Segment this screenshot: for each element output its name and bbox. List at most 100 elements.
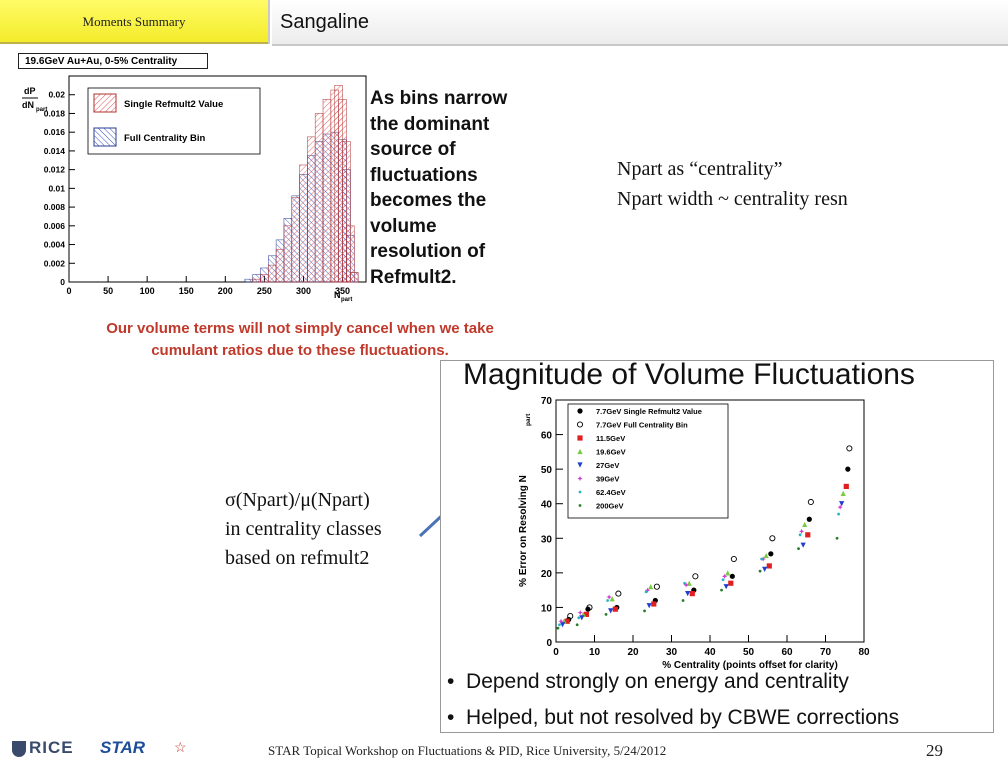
data-point [760,557,763,561]
histogram-bar [322,99,332,283]
y-tick-label: 0.01 [48,183,65,193]
legend-label: 200GeV [596,502,624,511]
data-point [768,551,774,557]
npart-line: Npart as “centrality” [617,158,783,180]
legend-marker [577,435,583,441]
x-axis-label: part [341,297,352,303]
data-point [612,606,618,612]
slide-title: Sangaline [280,11,369,33]
data-point [720,588,723,592]
bullet-item: • Depend strongly on energy and centrali… [447,670,849,694]
x-tick-label: 20 [627,647,639,658]
data-point [805,532,811,538]
bold-line: Refmult2. [370,266,457,288]
y-tick-label: 0.002 [44,258,66,268]
data-point [643,609,646,613]
data-point [837,504,843,510]
y-tick-label: 70 [541,396,553,407]
data-point [651,601,657,607]
data-point [728,580,734,586]
histogram-bar [291,197,300,283]
legend-marker [578,490,582,494]
section-tab-background [0,0,268,44]
data-point [721,578,725,582]
legend-swatch [93,93,117,113]
histogram-svg: 0 0.002 0.004 0.006 0.008 0.01 0.012 0.014 0.016… [22,75,367,303]
bold-line: resolution of [370,241,486,262]
legend-marker [577,475,583,482]
data-point [766,563,772,569]
data-point [769,535,776,542]
sigma-line: σ(Npart)/μ(Npart) [225,489,370,511]
y-tick-label: 0 [60,277,65,287]
legend-label: 39GeV [596,475,619,484]
bold-explanation: As bins narrow the dominant source of fl… [370,86,560,290]
bold-line: As bins narrow [370,88,508,109]
legend-marker [577,408,583,414]
x-tick-label: 350 [335,286,350,296]
data-point [604,612,608,616]
histogram-bar [299,164,308,283]
scatter-figure: 0 10 20 30 40 50 60 70 0 10 20 30 40 50 60 70 80 % Centra… [512,392,872,671]
bold-line: becomes the [370,190,487,211]
bullet-dot-icon: • [447,706,467,729]
data-point [837,512,840,516]
red-note-line: Our volume terms will not simply cancel … [106,320,494,337]
data-point [725,570,731,576]
x-tick-label: 200 [218,286,233,296]
rice-logo: RICE [12,738,74,758]
data-point [723,584,729,590]
bullet-text: Depend strongly on energy and centrality [466,670,849,693]
x-tick-label: 60 [781,647,793,658]
histogram-bar [307,136,316,283]
x-tick-label: 40 [704,647,716,658]
histogram-bar [275,248,285,283]
histogram-bar [252,278,261,283]
bold-line: source of [370,139,456,160]
legend-label: 62.4GeV [596,488,626,497]
y-axis-label: dP [24,86,36,96]
y-tick-label: 50 [541,465,553,476]
bold-line: the dominant [370,113,490,135]
histogram-frame [68,75,367,283]
section-tab: Moments Summary [0,0,270,44]
scatter-svg: 0 10 20 30 40 50 60 70 0 10 20 30 40 50 60 70 80 % Centra… [518,396,870,671]
x-tick-label: 80 [858,647,870,658]
data-point [615,590,622,597]
data-point [763,552,769,559]
data-point [648,584,654,590]
legend-label: 7.7GeV Single Refmult2 Value [596,407,702,416]
data-point [646,603,652,609]
y-axis-label: dN [22,100,34,110]
legend-marker [576,421,584,428]
section-tab-label: Moments Summary [82,14,186,29]
data-point [730,555,737,563]
y-tick-label: 40 [541,500,553,511]
data-point [606,599,609,602]
data-point [840,490,846,496]
x-tick-label: 70 [820,647,832,658]
data-point [846,445,853,452]
data-point [758,569,762,573]
red-warning-note: Our volume terms will not simply cancel … [40,318,560,362]
legend-frame [567,403,729,519]
y-tick-label: 0.004 [44,240,66,250]
legend-label: 11.5GeV [596,434,625,443]
y-tick-label: 0.016 [44,127,66,137]
data-point [686,580,692,586]
data-point [729,573,735,579]
data-point [800,542,806,548]
legend-swatch [93,127,117,147]
bullet-text: Helped, but not resolved by CBWE correct… [466,706,900,729]
histogram-caption-box: 19.6GeV Au+Au, 0-5% Centrality [18,53,208,69]
data-point [575,623,579,627]
x-tick-label: 100 [140,286,155,296]
legend-marker [577,448,583,455]
histogram-bar [283,225,293,283]
x-axis-label: % Centrality (points offset for clarity) [662,660,838,670]
y-tick-label: 60 [541,431,553,442]
legend-frame [87,87,261,155]
data-point [577,610,583,616]
rice-shield-icon [12,740,26,757]
x-tick-label: 0 [553,647,559,658]
